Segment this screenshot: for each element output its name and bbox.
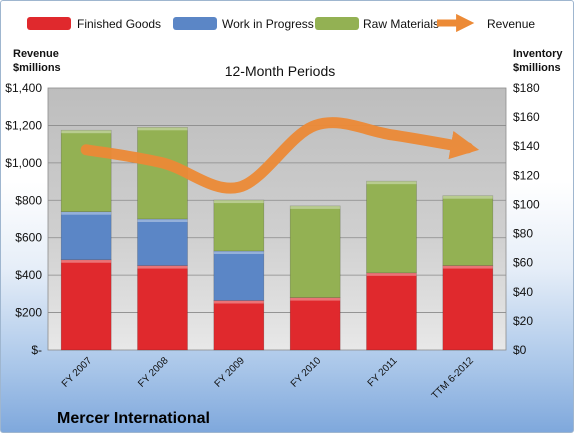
company-name: Mercer International (57, 410, 210, 427)
bar-highlight (137, 265, 188, 269)
right-tick-label: $80 (513, 227, 533, 241)
bar-raw-materials (213, 199, 265, 252)
right-tick-label: $60 (513, 256, 533, 270)
bar-highlight (213, 300, 264, 304)
left-tick-label: $400 (15, 268, 42, 282)
legend-swatch-finished-goods (27, 17, 71, 30)
bar-highlight (61, 211, 112, 215)
chart-subtitle: 12-Month Periods (225, 63, 336, 79)
left-tick-label: $1,200 (5, 118, 42, 132)
legend: Finished Goods Work in Progress Raw Mate… (27, 13, 535, 33)
right-tick-label: $120 (513, 168, 540, 182)
bar-raw-materials (289, 205, 341, 298)
bars (60, 127, 494, 351)
bar-highlight (213, 251, 264, 255)
plot-area (47, 87, 507, 351)
left-tick-label: $1,000 (5, 156, 42, 170)
right-tick-label: $180 (513, 81, 540, 95)
bar-raw-materials (442, 195, 494, 266)
right-tick-label: $20 (513, 314, 533, 328)
category-labels: FY 2007 FY 2008 FY 2009 FY 2010 FY 2011 TTM 6… (60, 355, 476, 402)
left-axis-ticks: $- $200 $400 $600 $800 $1,000 $1,200 $1,400 (5, 81, 42, 357)
category-label: FY 2009 (213, 355, 248, 390)
bar-finished-goods (213, 300, 265, 351)
bar-highlight (366, 272, 417, 276)
bar-finished-goods (60, 259, 112, 351)
category-label: TTM 6-2012 (430, 355, 477, 402)
bar-highlight (366, 181, 417, 185)
right-tick-label: $100 (513, 197, 540, 211)
bar-finished-goods (289, 297, 341, 351)
right-tick-label: $160 (513, 110, 540, 124)
legend-label-raw-materials: Raw Materials (363, 17, 439, 31)
legend-label-finished-goods: Finished Goods (77, 17, 161, 31)
bar-highlight (137, 219, 188, 222)
category-label: FY 2008 (136, 355, 171, 390)
bar-finished-goods (442, 265, 494, 351)
revenue-line (80, 117, 480, 194)
left-axis-title-line2: $millions (13, 62, 61, 74)
bar-highlight (61, 130, 112, 134)
left-tick-label: $800 (15, 193, 42, 207)
legend-swatch-work-in-progress (173, 17, 217, 30)
bar-highlight (290, 205, 341, 209)
right-axis-ticks: $0 $20 $40 $60 $80 $100 $120 $140 $160 $180 (513, 81, 540, 357)
bar-highlight (442, 265, 493, 269)
bar-highlight (442, 195, 493, 199)
bar-work-in-progress (137, 218, 188, 266)
left-tick-label: $600 (15, 231, 42, 245)
bar-finished-goods (137, 265, 188, 351)
right-axis-title-line1: Inventory (513, 48, 563, 60)
legend-label-work-in-progress: Work in Progress (222, 17, 314, 31)
bar-work-in-progress (60, 211, 112, 261)
bar-highlight (213, 200, 264, 204)
right-axis-title-line2: $millions (513, 62, 561, 74)
bar-highlight (61, 259, 112, 263)
left-tick-label: $1,400 (5, 81, 42, 95)
left-axis-title-line1: Revenue (13, 48, 59, 60)
legend-swatch-raw-materials (315, 17, 359, 30)
category-label: FY 2010 (289, 355, 324, 390)
revenue-line-group (80, 117, 480, 194)
right-tick-label: $140 (513, 139, 540, 153)
legend-label-revenue: Revenue (487, 17, 535, 31)
bar-raw-materials (60, 129, 112, 213)
bar-highlight (290, 297, 341, 301)
category-label: FY 2011 (366, 355, 400, 389)
bar-raw-materials (366, 180, 417, 274)
bar-work-in-progress (213, 250, 265, 301)
right-tick-label: $40 (513, 285, 533, 299)
right-tick-label: $0 (513, 343, 527, 357)
left-tick-label: $- (31, 343, 42, 357)
bar-highlight (137, 127, 188, 131)
category-label: FY 2007 (60, 355, 95, 390)
bar-finished-goods (366, 272, 417, 351)
left-tick-label: $200 (15, 306, 42, 320)
